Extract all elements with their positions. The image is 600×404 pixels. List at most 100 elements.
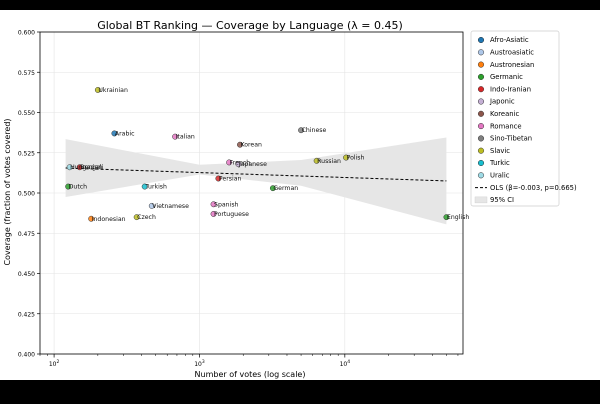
legend-marker xyxy=(477,147,485,154)
point-label-ukrainian: Ukrainian xyxy=(98,87,128,94)
legend-entry: Japonic xyxy=(489,98,515,106)
legend-marker xyxy=(477,123,485,130)
data-point-dutch xyxy=(65,183,72,190)
legend-entry: 95% CI xyxy=(490,196,514,204)
data-point-hungarian xyxy=(66,164,73,171)
point-label-dutch: Dutch xyxy=(69,184,88,191)
point-label-french: French xyxy=(230,159,251,166)
data-point-ukrainian xyxy=(94,87,101,93)
y-axis-label: Coverage (fraction of votes covered) xyxy=(3,118,12,265)
legend-marker xyxy=(477,110,485,117)
legend-entry: Indo-Iranian xyxy=(490,85,531,93)
y-tick-label: 0.600 xyxy=(18,30,35,37)
data-point-czech xyxy=(133,214,140,221)
data-point-korean xyxy=(237,141,243,148)
legend-entry: OLS (β=-0.003, p=0.665) xyxy=(490,184,577,192)
point-label-vietnamese: Vietnamese xyxy=(152,203,189,210)
x-ticks: 102 103 104 xyxy=(39,354,459,368)
y-tick-label: 0.500 xyxy=(18,191,35,198)
legend-box xyxy=(470,30,560,207)
ols-line-layer xyxy=(65,167,447,182)
chart-title: Global BT Ranking — Coverage by Language… xyxy=(97,19,403,32)
data-point-spanish xyxy=(210,201,217,208)
x-axis-label: Number of votes (log scale) xyxy=(195,370,306,379)
point-label-italian: Italian xyxy=(176,134,195,141)
legend-marker xyxy=(477,61,485,68)
x-tick-label: 102 xyxy=(49,359,60,368)
point-label-chinese: Chinese xyxy=(302,127,327,134)
data-point-russian xyxy=(313,157,320,164)
point-label-bengali: Bengali xyxy=(80,164,103,171)
data-point-bengali xyxy=(76,164,83,171)
x-tick-base: 10 xyxy=(340,361,348,368)
point-label-arabic: Arabic xyxy=(115,130,135,137)
y-tick-label: 0.475 xyxy=(18,231,35,238)
legend-marker xyxy=(477,86,485,93)
data-point-english xyxy=(443,214,450,221)
ci-band-layer xyxy=(65,137,447,225)
data-point-indonesian xyxy=(88,215,95,222)
y-tick-label: 0.575 xyxy=(18,70,35,77)
legend-marker xyxy=(477,73,485,80)
data-point-chinese xyxy=(298,127,305,134)
point-labels-layer: Ukrainian Arabic Italian Chinese Korean Benga… xyxy=(69,87,470,223)
legend-marker xyxy=(477,172,485,179)
data-point-arabic xyxy=(111,130,118,137)
point-label-japanese: Japanese xyxy=(238,161,267,168)
point-label-czech: Czech xyxy=(137,214,156,221)
point-label-indonesian: Indonesian xyxy=(92,216,126,223)
point-label-hungarian: Hungarian xyxy=(70,164,102,171)
data-point-vietnamese xyxy=(148,202,155,209)
data-point-german xyxy=(269,185,276,192)
legend-entry: Austroasiatic xyxy=(490,49,534,57)
x-tick-label: 103 xyxy=(194,359,205,368)
point-label-polish: Polish xyxy=(347,155,365,162)
legend-ci-swatch xyxy=(474,196,488,204)
legend-entry: Turkic xyxy=(489,159,510,167)
legend-entry: Afro-Asiatic xyxy=(490,36,529,44)
data-point-polish xyxy=(343,154,350,161)
x-tick-base: 10 xyxy=(49,361,57,368)
x-tick-exponent: 2 xyxy=(56,359,59,365)
ci-band xyxy=(65,137,447,225)
data-point-japanese xyxy=(235,161,242,167)
point-label-portuguese: Portuguese xyxy=(214,211,249,218)
legend-entry: Romance xyxy=(490,122,522,130)
point-label-russian: Russian xyxy=(317,158,341,165)
y-tick-label: 0.425 xyxy=(18,311,35,318)
points-layer xyxy=(65,87,450,222)
data-point-italian xyxy=(172,133,179,140)
x-tick-base: 10 xyxy=(194,361,202,368)
x-tick-exponent: 3 xyxy=(202,359,205,365)
data-point-turkish xyxy=(141,183,148,190)
legend-entry: Koreanic xyxy=(490,110,519,118)
legend-marker xyxy=(477,159,485,167)
legend-entry: Germanic xyxy=(490,73,523,81)
legend-entry: Slavic xyxy=(490,147,510,155)
x-tick-label: 104 xyxy=(340,359,351,368)
legend-marker xyxy=(477,49,485,56)
y-ticks: 0.400 0.425 0.450 0.475 0.500 0.525 0.550 0.575… xyxy=(18,30,40,359)
legend-entry: Uralic xyxy=(490,172,510,180)
legend-marker xyxy=(477,135,485,142)
legend-marker xyxy=(477,98,485,105)
x-tick-exponent: 4 xyxy=(347,359,350,365)
ols-line xyxy=(65,167,447,182)
legend-marker xyxy=(477,36,485,44)
legend-entry: Austronesian xyxy=(490,61,534,69)
point-label-spanish: Spanish xyxy=(214,201,239,208)
legend-entry: Sino-Tibetan xyxy=(490,135,532,143)
y-tick-label: 0.400 xyxy=(18,352,35,359)
y-tick-label: 0.550 xyxy=(18,110,35,117)
data-point-persian xyxy=(215,175,222,182)
data-point-portuguese xyxy=(210,210,217,217)
legend: Afro-Asiatic Austroasiatic Austronesian Ger… xyxy=(470,30,577,207)
point-label-english: English xyxy=(447,214,469,221)
y-tick-label: 0.450 xyxy=(18,271,35,278)
y-tick-label: 0.525 xyxy=(18,150,35,157)
point-label-persian: Persian xyxy=(219,176,242,183)
data-point-french xyxy=(226,159,233,166)
point-label-turkish: Turkish xyxy=(144,184,167,191)
